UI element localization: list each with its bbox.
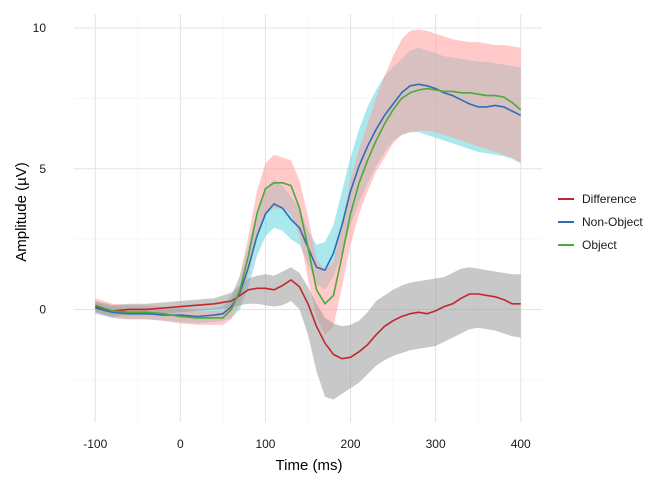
legend-item-difference: Difference [558,192,637,206]
y-tick-label: 0 [39,302,46,316]
grid-lines [74,14,542,422]
x-tick-label: 100 [255,437,275,451]
legend: Difference Non-Object Object [558,192,643,252]
confidence-ribbons [95,29,521,400]
y-tick-label: 10 [33,21,47,35]
line-object [95,87,522,319]
legend-label-difference: Difference [582,192,637,206]
x-tick-label: -100 [83,437,107,451]
legend-item-object: Object [558,238,617,252]
line-non-object [95,83,522,318]
series-lines [95,83,522,360]
x-tick-label: 0 [177,437,184,451]
legend-item-non-object: Non-Object [558,215,643,229]
y-tick-label: 5 [39,162,46,176]
ribbon-object [95,29,521,335]
legend-label-non-object: Non-Object [582,215,643,229]
x-tick-label: 300 [426,437,446,451]
legend-label-object: Object [582,238,617,252]
x-tick-label: 200 [341,437,361,451]
tick-labels: -100 0 100 200 300 400 0 5 10 [33,21,531,451]
ribbon-difference [95,267,521,400]
y-axis-title: Amplitude (µV) [13,162,30,262]
x-axis-title: Time (ms) [276,457,343,474]
x-tick-label: 400 [511,437,531,451]
line-difference [95,279,521,360]
